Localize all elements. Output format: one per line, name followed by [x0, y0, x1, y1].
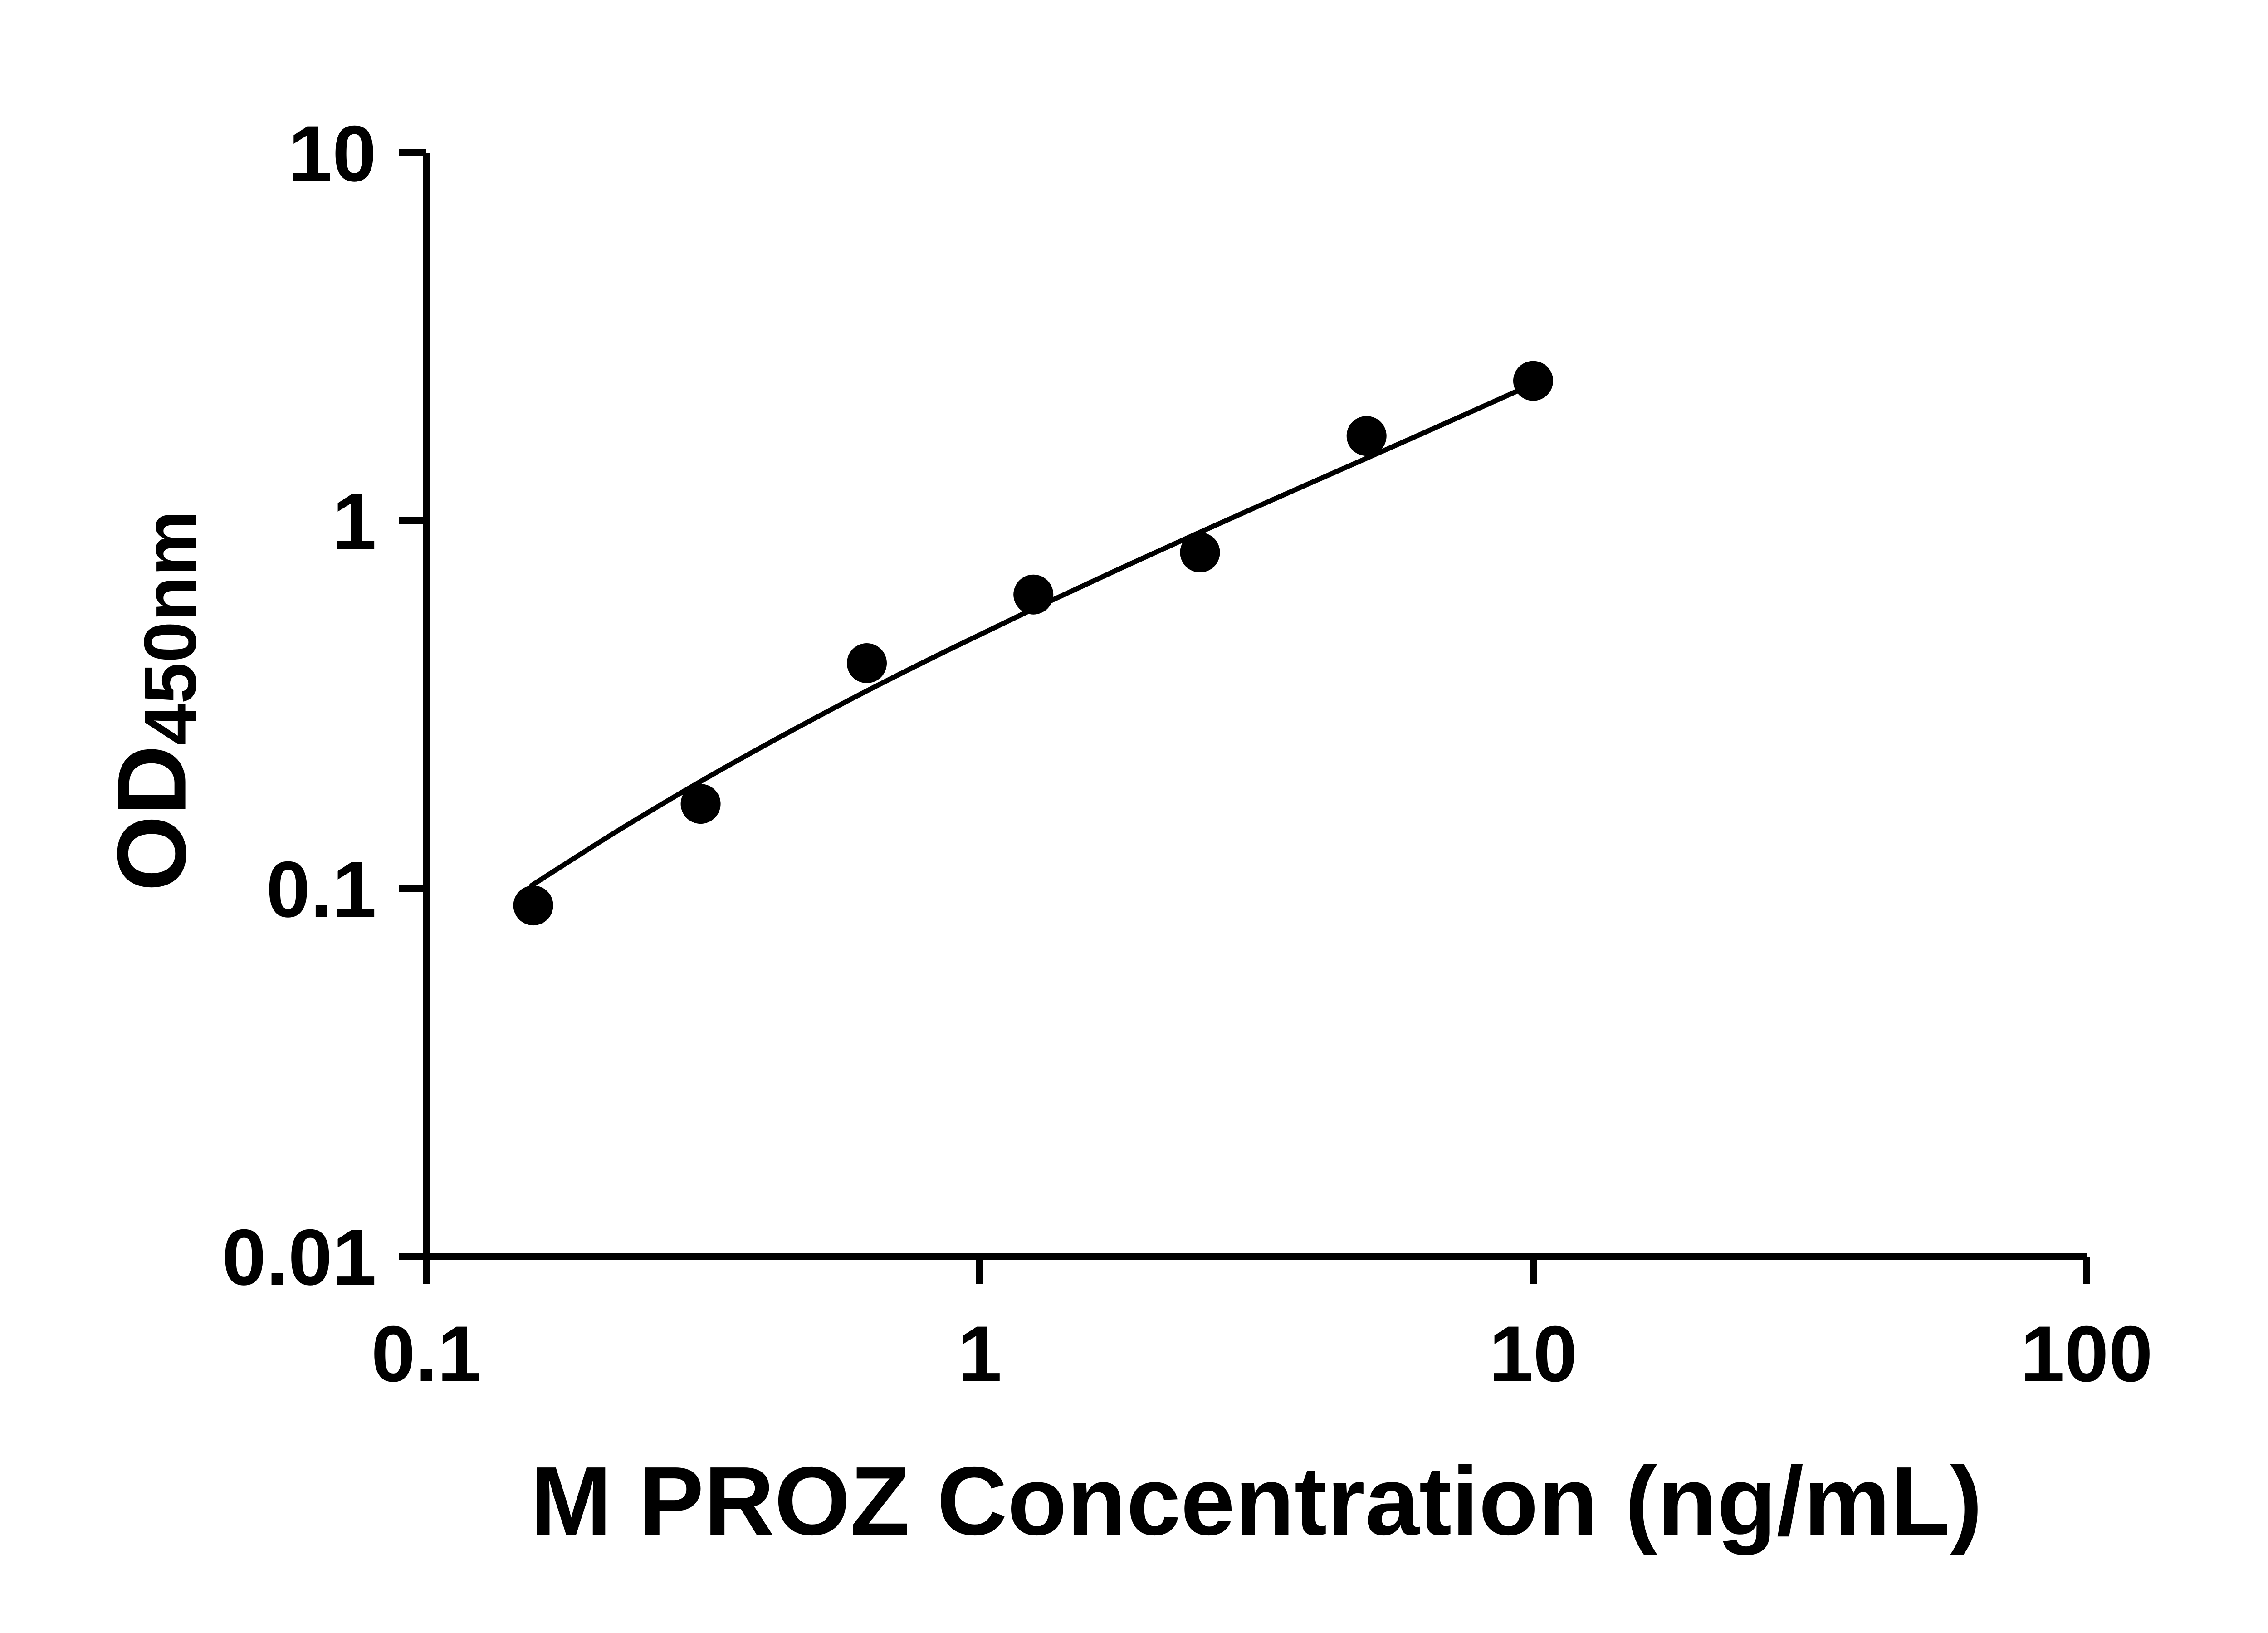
data-point [847, 643, 887, 683]
x-tick-label: 1 [958, 1310, 1002, 1398]
data-point [1013, 574, 1054, 615]
data-point [1180, 532, 1220, 572]
x-tick-label: 10 [1489, 1310, 1578, 1398]
x-tick-label: 100 [2020, 1310, 2153, 1398]
y-axis-title-main: OD [97, 745, 206, 892]
x-tick-label: 0.1 [371, 1310, 481, 1398]
axes-spine [423, 153, 2087, 1260]
data-point [680, 784, 721, 824]
data-point [1513, 361, 1553, 401]
x-axis-title: M PROZ Concentration (ng/mL) [530, 1446, 1983, 1555]
data-point [1346, 416, 1387, 456]
y-tick-label: 0.1 [266, 846, 376, 934]
y-axis-title-subscript: 450nm [128, 510, 212, 745]
data-point [513, 885, 553, 926]
y-tick-label: 0.01 [222, 1213, 376, 1302]
y-tick-label: 1 [332, 478, 376, 566]
y-axis-title: OD450nm [96, 510, 213, 891]
y-tick-label: 10 [288, 110, 376, 198]
